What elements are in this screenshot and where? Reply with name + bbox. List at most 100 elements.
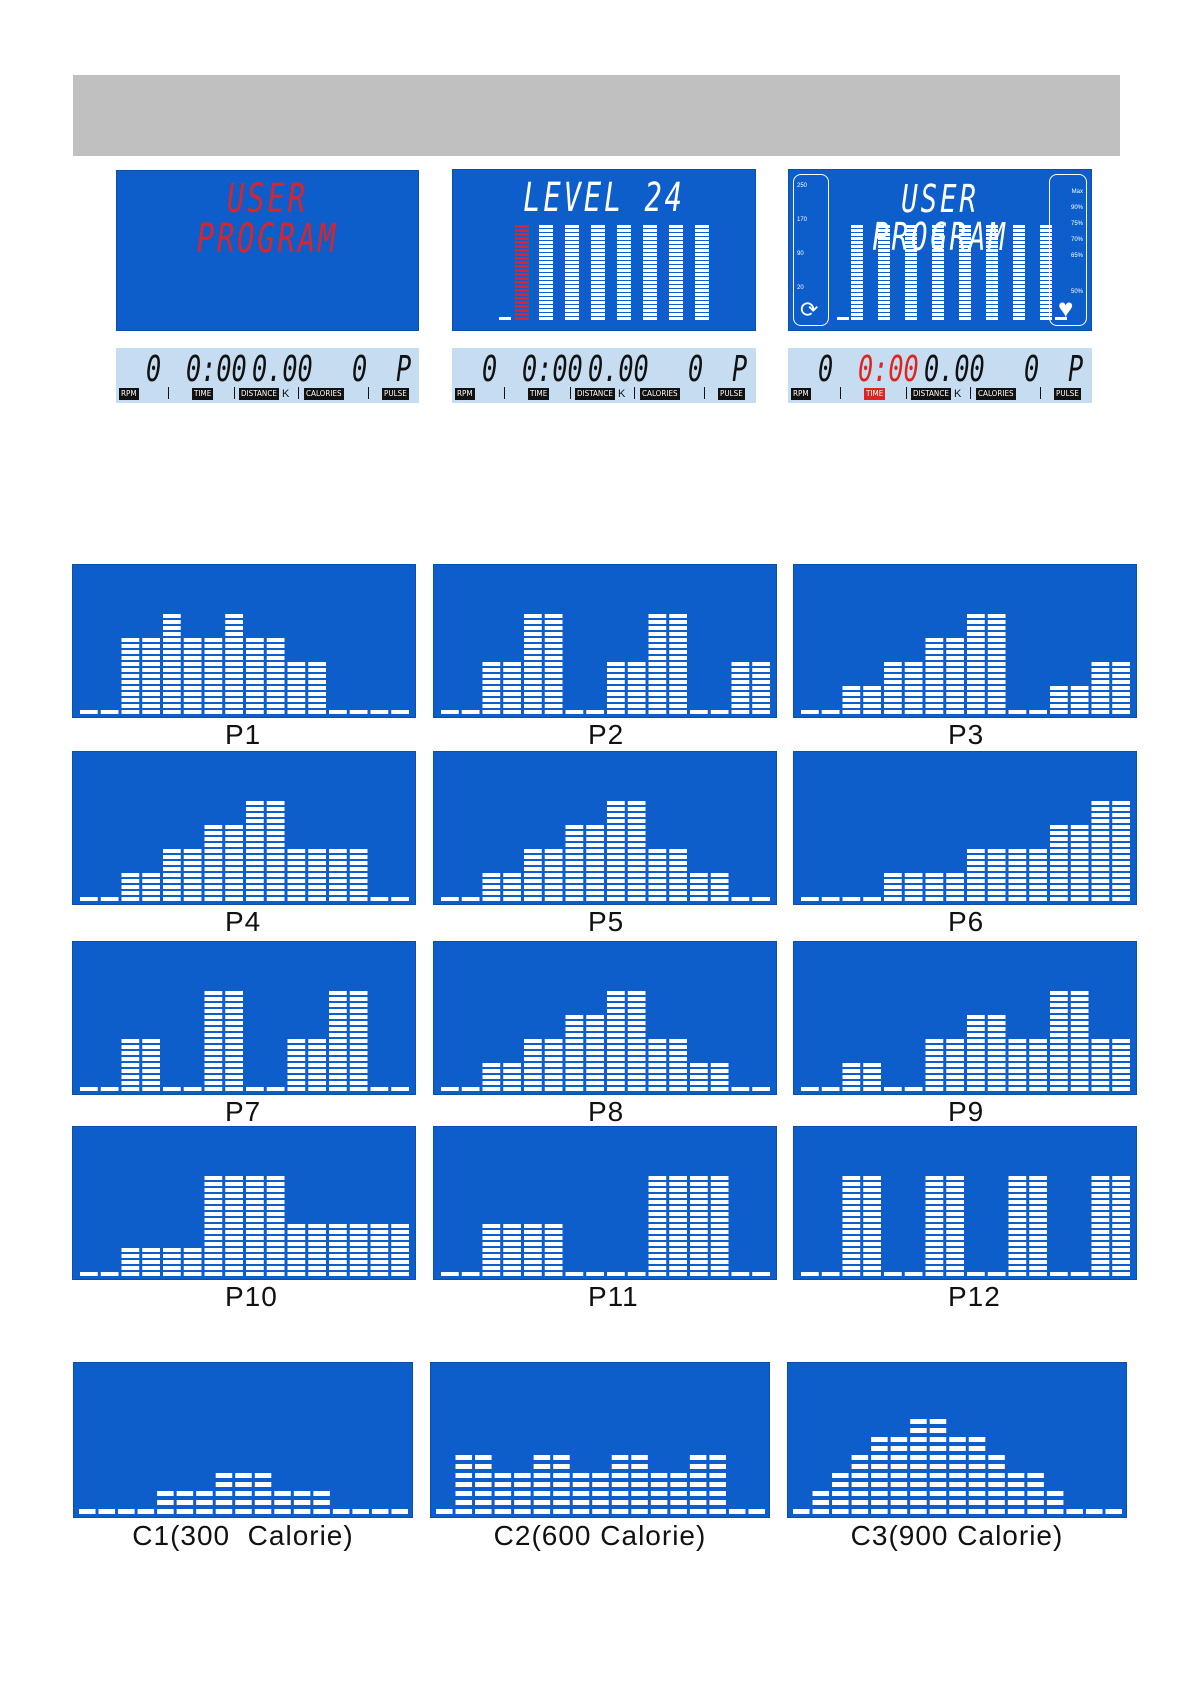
bar-segment	[391, 1254, 409, 1258]
bar-segment	[204, 704, 223, 708]
profile-screen-p9	[793, 941, 1137, 1095]
bar-segment	[1112, 885, 1130, 889]
bar-segment	[925, 1212, 944, 1216]
bar-segment	[329, 1015, 347, 1019]
profile-column	[204, 1176, 223, 1276]
bar-segment	[329, 1236, 347, 1240]
bar-segment	[607, 1075, 625, 1079]
level-segment	[591, 253, 605, 256]
bar-segment	[1070, 1057, 1089, 1061]
level-segment	[695, 305, 709, 308]
bar-segment	[565, 1057, 584, 1061]
bar-segment	[925, 1224, 944, 1228]
level-segment	[515, 305, 529, 308]
bar-segment	[266, 1242, 285, 1246]
bar-segment	[967, 1087, 985, 1091]
bar-segment	[586, 843, 604, 847]
bar-segment	[183, 885, 202, 889]
bar-segment	[1008, 1254, 1027, 1258]
bar-segment	[349, 873, 368, 877]
profile-column	[121, 1039, 140, 1091]
bar-segment	[627, 891, 646, 895]
program-segment	[905, 265, 917, 268]
program-segment	[1013, 261, 1025, 264]
level-segment	[617, 225, 631, 228]
bar-segment	[968, 1437, 986, 1442]
bar-segment	[246, 668, 264, 672]
header-bar	[73, 75, 1120, 156]
bar-segment	[544, 710, 563, 714]
bar-segment	[163, 662, 181, 666]
profile-column	[967, 1015, 985, 1091]
calorie-label: C3(900 Calorie)	[850, 1520, 1064, 1551]
bar-segment	[80, 897, 98, 901]
profile-column	[455, 1455, 473, 1514]
profile-column	[884, 1272, 902, 1276]
bar-segment	[863, 1188, 881, 1192]
bar-segment	[370, 710, 389, 714]
level-segment	[539, 265, 553, 268]
calories-readout: 0	[1024, 349, 1040, 390]
program-segment	[986, 273, 998, 276]
bar-segment	[121, 1051, 140, 1055]
bar-segment	[183, 873, 202, 877]
bar-segment	[946, 1069, 964, 1073]
level-segment	[565, 281, 579, 284]
bar-segment	[163, 861, 181, 865]
program-segment	[1040, 297, 1052, 300]
level-segment	[539, 261, 553, 264]
bar-segment	[904, 698, 923, 702]
level-segment	[643, 225, 657, 228]
bar-segment	[142, 710, 160, 714]
level-segment	[591, 301, 605, 304]
bar-segment	[929, 1500, 947, 1505]
bar-segment	[204, 698, 223, 702]
bar-segment	[967, 662, 985, 666]
bar-segment	[204, 1069, 223, 1073]
bar-segment	[80, 710, 98, 714]
bar-segment	[225, 1075, 243, 1079]
bar-segment	[266, 686, 285, 690]
bar-segment	[607, 849, 625, 853]
bar-segment	[349, 1254, 368, 1258]
bar-segment	[1008, 897, 1027, 901]
bar-segment	[967, 855, 985, 859]
level-segment	[617, 285, 631, 288]
bar-segment	[308, 1081, 326, 1085]
bar-segment	[611, 1491, 629, 1496]
bar-segment	[544, 1260, 563, 1264]
level-segment	[695, 225, 709, 228]
bar-segment	[1112, 837, 1130, 841]
bar-segment	[1070, 1027, 1089, 1031]
bar-segment	[946, 668, 964, 672]
bar-segment	[349, 1069, 368, 1073]
rpm-gauge-icon: ⟳	[800, 297, 819, 322]
bar-segment	[1091, 801, 1110, 805]
bar-segment	[648, 698, 667, 702]
level-segment	[695, 281, 709, 284]
program-segment	[1013, 233, 1025, 236]
bar-segment	[183, 849, 202, 853]
bar-segment	[1070, 855, 1089, 859]
bar-segment	[690, 1218, 708, 1222]
bar-segment	[1050, 698, 1068, 702]
bar-segment	[946, 692, 964, 696]
bar-segment	[710, 1212, 729, 1216]
level-segment	[669, 309, 683, 312]
bar-segment	[204, 843, 223, 847]
bar-segment	[225, 1051, 243, 1055]
program-segment	[1013, 277, 1025, 280]
bar-segment	[391, 1272, 409, 1276]
bar-segment	[225, 1242, 243, 1246]
bar-segment	[669, 704, 687, 708]
bar-segment	[246, 680, 264, 684]
bar-segment	[349, 885, 368, 889]
bar-segment	[842, 1218, 861, 1222]
bar-segment	[287, 698, 306, 702]
bar-segment	[308, 1272, 326, 1276]
bar-segment	[669, 698, 687, 702]
bar-segment	[329, 1075, 347, 1079]
bar-segment	[266, 680, 285, 684]
bar-segment	[441, 1272, 459, 1276]
bar-segment	[904, 1272, 923, 1276]
